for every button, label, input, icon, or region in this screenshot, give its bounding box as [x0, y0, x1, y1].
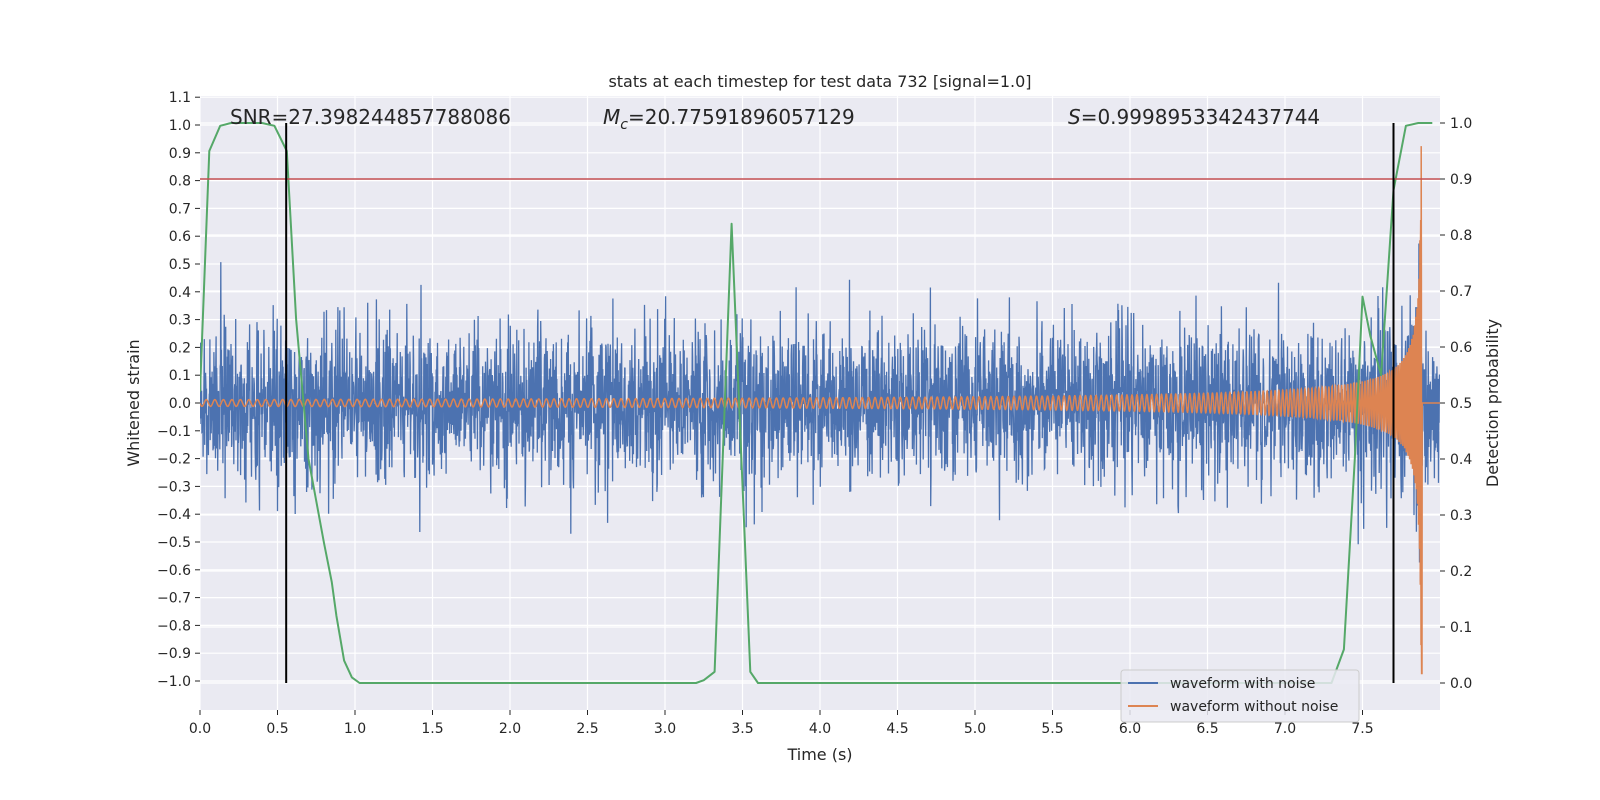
y-left-tick-label: 0.0: [169, 396, 191, 412]
y-right-tick-label: 0.2: [1450, 564, 1472, 580]
y-right-tick-label: 0.0: [1450, 676, 1472, 692]
y-right-tick-label: 0.4: [1450, 452, 1472, 468]
y-left-tick-label: −0.3: [157, 479, 191, 495]
series-layer: [200, 122, 1440, 684]
x-tick-label: 2.0: [499, 721, 521, 737]
y-left-tick-label: −0.7: [157, 591, 191, 607]
y-left-tick-label: 1.0: [169, 118, 191, 134]
x-tick-label: 4.5: [886, 721, 908, 737]
legend: waveform with noise waveform without noi…: [1120, 669, 1360, 723]
y-left-tick-label: 0.4: [169, 285, 191, 301]
x-tick-label: 1.0: [344, 721, 366, 737]
x-axis-label: Time (s): [786, 745, 852, 764]
legend-label-noise: waveform with noise: [1170, 676, 1315, 692]
x-tick-label: 3.5: [731, 721, 753, 737]
legend-box: [1120, 669, 1360, 723]
y-left-tick-label: 0.5: [169, 257, 191, 273]
chirp-mass-annotation: Mc=20.77591896057129: [603, 105, 855, 133]
y-right-tick-label: 0.8: [1450, 228, 1472, 244]
y-left-tick-label: 0.9: [169, 146, 191, 162]
y-left-tick-label: −0.6: [157, 563, 191, 579]
series-waveform-with-noise: [200, 243, 1440, 582]
y-left-tick-label: 0.7: [169, 201, 191, 217]
score-annotation: S=0.9998953342437744: [1068, 105, 1320, 129]
y-left-tick-label: −0.9: [157, 646, 191, 662]
y-left-tick-label: 0.8: [169, 174, 191, 190]
x-tick-label: 0.5: [266, 721, 288, 737]
x-tick-label: 7.5: [1351, 721, 1373, 737]
y-right-tick-label: 0.5: [1450, 396, 1472, 412]
y-axis-right-label: Detection probability: [1483, 319, 1502, 487]
x-tick-label: 1.5: [421, 721, 443, 737]
y-right-tick-label: 0.1: [1450, 620, 1472, 636]
y-axis-left-ticks: 1.1 1.0 0.9 0.8 0.7 0.6 0.5 0.4 0.3 0.2 0.1 0.0 −0.1…: [157, 90, 200, 690]
x-tick-label: 3.0: [654, 721, 676, 737]
y-left-tick-label: −1.0: [157, 674, 191, 690]
y-right-tick-label: 0.6: [1450, 340, 1472, 356]
y-left-tick-label: −0.4: [157, 507, 191, 523]
y-left-tick-label: 1.1: [169, 90, 191, 106]
x-tick-label: 5.0: [964, 721, 986, 737]
legend-label-clean: waveform without noise: [1170, 699, 1338, 715]
y-right-tick-label: 0.7: [1450, 284, 1472, 300]
chart-title: stats at each timestep for test data 732…: [608, 72, 1031, 91]
snr-annotation: SNR=27.398244857788086: [230, 105, 511, 129]
y-axis-right-ticks: 1.0 0.9 0.8 0.7 0.6 0.5 0.4 0.3 0.2 0.1 0.0: [1440, 116, 1472, 692]
y-left-tick-label: 0.1: [169, 368, 191, 384]
y-axis-left-label: Whitened strain: [124, 339, 143, 466]
y-left-tick-label: 0.3: [169, 313, 191, 329]
series-waveform-without-noise: [200, 146, 1440, 675]
y-left-tick-label: 0.2: [169, 340, 191, 356]
y-right-tick-label: 0.9: [1450, 172, 1472, 188]
y-left-tick-label: −0.5: [157, 535, 191, 551]
x-axis-ticks: 0.0 0.5 1.0 1.5 2.0 2.5 3.0 3.5 4.0 4.5 5.0 5.5 6.0 6…: [189, 710, 1374, 737]
y-left-tick-label: −0.8: [157, 618, 191, 634]
x-tick-label: 6.5: [1196, 721, 1218, 737]
x-tick-label: 7.0: [1274, 721, 1296, 737]
x-tick-label: 0.0: [189, 721, 211, 737]
x-tick-label: 4.0: [809, 721, 831, 737]
x-tick-label: 2.5: [576, 721, 598, 737]
x-tick-label: 6.0: [1119, 721, 1141, 737]
series-detection-probability: [200, 122, 1433, 684]
y-right-tick-label: 1.0: [1450, 116, 1472, 132]
y-right-tick-label: 0.3: [1450, 508, 1472, 524]
y-left-tick-label: 0.6: [169, 229, 191, 245]
y-left-tick-label: −0.2: [157, 452, 191, 468]
x-tick-label: 5.5: [1041, 721, 1063, 737]
y-left-tick-label: −0.1: [157, 424, 191, 440]
